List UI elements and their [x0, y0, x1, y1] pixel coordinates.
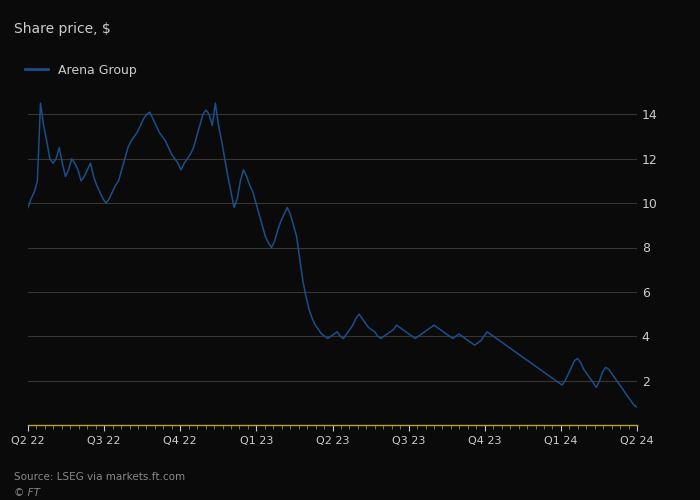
Text: Share price, $: Share price, $ [14, 22, 111, 36]
Text: © FT: © FT [14, 488, 40, 498]
Legend: Arena Group: Arena Group [20, 58, 141, 82]
Text: Source: LSEG via markets.ft.com: Source: LSEG via markets.ft.com [14, 472, 185, 482]
